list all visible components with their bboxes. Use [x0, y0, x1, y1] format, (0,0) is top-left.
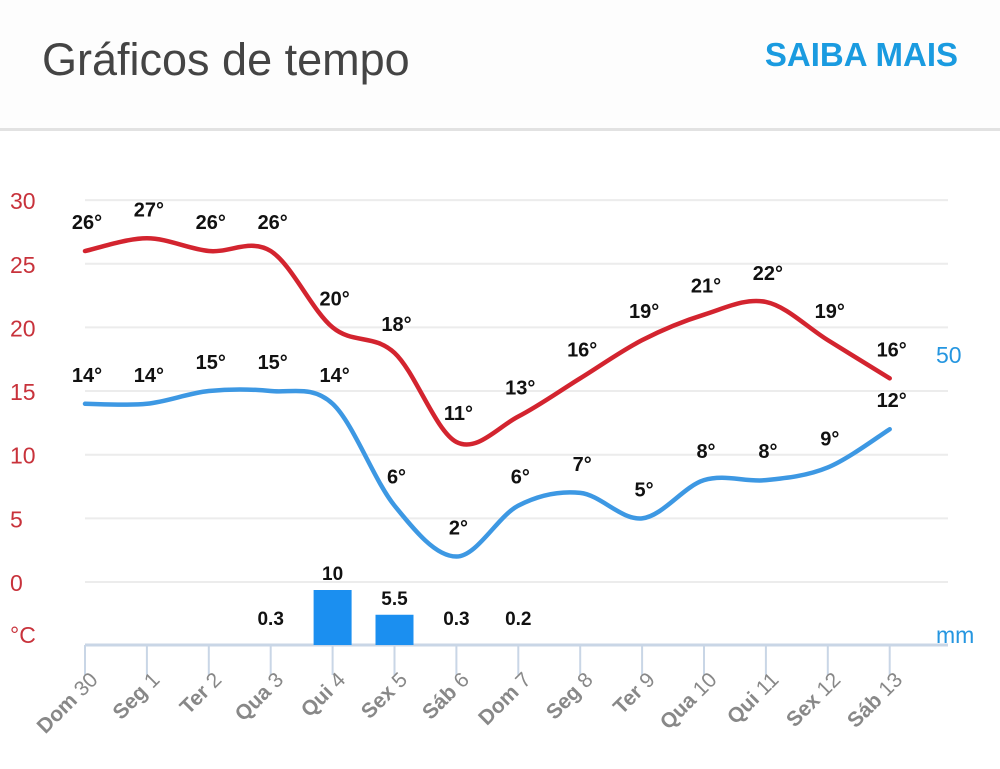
- temp-value-label: 8°: [696, 441, 715, 463]
- page-title: Gráficos de tempo: [42, 34, 410, 85]
- x-tick-label: Dom 30: [33, 668, 103, 738]
- temp-value-label: 2°: [449, 518, 468, 540]
- precip-value-label: 0.3: [257, 609, 283, 630]
- precip-value-label: 0.3: [443, 609, 469, 630]
- x-tick-label: Sex 12: [782, 668, 845, 731]
- temp-value-label: 7°: [573, 454, 592, 476]
- x-tick-label: Seg 1: [109, 668, 165, 724]
- header: Gráficos de tempo SAIBA MAIS: [0, 0, 1000, 131]
- y-tick-label: 20: [10, 315, 36, 341]
- x-tick-label: Sáb 13: [843, 668, 907, 732]
- temp-value-label: 15°: [196, 352, 226, 374]
- temp-value-label: 18°: [381, 314, 411, 336]
- learn-more-link[interactable]: SAIBA MAIS: [764, 36, 958, 73]
- temp-value-label: 14°: [319, 365, 349, 387]
- y-tick-label: 0: [10, 570, 23, 596]
- temp-value-label: 14°: [72, 365, 102, 387]
- x-tick-label: Sex 5: [357, 668, 412, 723]
- precip-unit-label: mm: [936, 622, 974, 648]
- precip-value-label: 10: [322, 564, 343, 585]
- temp-value-label: 11°: [444, 403, 473, 425]
- temp-value-label: 15°: [258, 352, 288, 374]
- y-right-tick-label: 50: [936, 342, 962, 368]
- temp-value-label: 27°: [134, 199, 164, 221]
- min-temp-line: [82, 387, 892, 559]
- y-tick-label: 30: [10, 188, 36, 214]
- temp-value-label: 26°: [72, 212, 102, 234]
- temp-unit-label: °C: [10, 622, 36, 648]
- temp-value-label: 19°: [629, 301, 659, 323]
- x-tick-label: Dom 7: [474, 668, 536, 730]
- temp-value-label: 22°: [753, 263, 783, 285]
- temp-value-label: 16°: [567, 339, 597, 361]
- y-tick-label: 10: [10, 443, 36, 469]
- precip-value-label: 5.5: [381, 589, 408, 610]
- temp-value-label: 5°: [635, 479, 654, 501]
- x-tick-label: Qui 11: [723, 668, 784, 729]
- y-tick-label: 25: [10, 252, 36, 278]
- temp-value-label: 20°: [319, 288, 349, 310]
- temp-value-label: 21°: [691, 276, 721, 298]
- y-tick-label: 15: [10, 379, 36, 405]
- x-tick-label: Seg 8: [542, 668, 598, 724]
- temp-value-label: 9°: [820, 428, 839, 450]
- x-tick-label: Ter 9: [609, 668, 660, 719]
- x-tick-label: Sáb 6: [418, 668, 474, 724]
- y-tick-label: 5: [10, 506, 23, 532]
- x-tick-label: Qui 4: [297, 668, 351, 722]
- temp-value-label: 6°: [511, 467, 530, 489]
- precip-bar: [313, 590, 352, 645]
- temp-value-label: 6°: [387, 467, 406, 489]
- temp-value-label: 12°: [877, 390, 907, 412]
- temp-value-label: 13°: [505, 378, 535, 400]
- temp-value-label: 14°: [134, 365, 164, 387]
- x-tick-label: Ter 2: [176, 668, 227, 719]
- temp-value-label: 8°: [758, 441, 777, 463]
- precip-bar: [375, 614, 414, 645]
- max-temp-line: [82, 236, 892, 447]
- temp-value-label: 26°: [196, 212, 226, 234]
- temp-value-label: 26°: [258, 212, 288, 234]
- temp-value-label: 16°: [877, 339, 907, 361]
- precip-value-label: 0.2: [505, 609, 531, 630]
- x-tick-label: Qua 3: [231, 668, 289, 726]
- temp-value-label: 19°: [815, 301, 845, 323]
- x-tick-label: Qua 10: [656, 668, 722, 734]
